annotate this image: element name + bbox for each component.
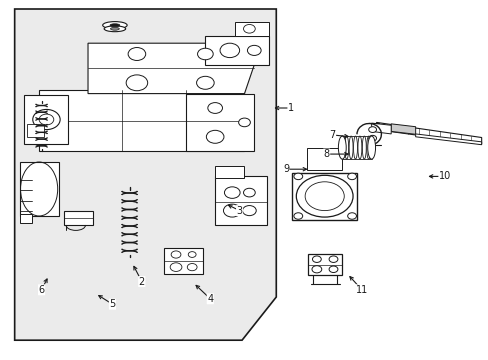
Circle shape: [188, 252, 196, 257]
Text: 1: 1: [287, 103, 293, 113]
Circle shape: [311, 266, 321, 273]
Text: 10: 10: [438, 171, 450, 181]
Ellipse shape: [110, 27, 119, 30]
Polygon shape: [215, 176, 266, 225]
Circle shape: [33, 109, 60, 130]
Circle shape: [39, 114, 54, 125]
Ellipse shape: [367, 136, 375, 159]
Circle shape: [243, 188, 255, 197]
Circle shape: [347, 173, 356, 180]
Ellipse shape: [353, 136, 357, 159]
Polygon shape: [63, 211, 93, 225]
Ellipse shape: [357, 136, 361, 159]
Ellipse shape: [110, 24, 120, 27]
Polygon shape: [306, 148, 342, 170]
Polygon shape: [390, 124, 415, 134]
Circle shape: [312, 256, 321, 262]
Ellipse shape: [344, 136, 348, 159]
Ellipse shape: [338, 136, 346, 159]
Circle shape: [171, 251, 181, 258]
Text: 3: 3: [236, 206, 242, 216]
Ellipse shape: [362, 136, 366, 159]
Polygon shape: [215, 166, 244, 178]
Polygon shape: [307, 254, 342, 275]
Polygon shape: [20, 214, 32, 223]
Circle shape: [247, 45, 261, 55]
Ellipse shape: [348, 136, 352, 159]
Circle shape: [224, 187, 240, 198]
Polygon shape: [415, 134, 481, 145]
Polygon shape: [185, 94, 254, 151]
Ellipse shape: [102, 22, 127, 29]
Polygon shape: [15, 9, 276, 340]
Circle shape: [238, 118, 250, 127]
Polygon shape: [205, 36, 268, 65]
Text: 6: 6: [39, 285, 44, 295]
Text: 11: 11: [355, 285, 367, 295]
Text: 9: 9: [283, 164, 288, 174]
Text: 2: 2: [139, 276, 144, 287]
Circle shape: [128, 48, 145, 60]
Circle shape: [207, 103, 222, 113]
Circle shape: [206, 130, 224, 143]
Circle shape: [126, 75, 147, 91]
Polygon shape: [371, 123, 390, 134]
Circle shape: [347, 213, 356, 219]
Circle shape: [328, 256, 337, 262]
Text: 4: 4: [207, 294, 213, 304]
Polygon shape: [88, 43, 254, 94]
Polygon shape: [292, 173, 356, 220]
Circle shape: [220, 43, 239, 58]
Circle shape: [368, 135, 376, 141]
Ellipse shape: [296, 175, 352, 217]
Polygon shape: [24, 95, 68, 144]
Circle shape: [293, 213, 302, 219]
Circle shape: [197, 48, 213, 60]
Circle shape: [242, 206, 256, 216]
Circle shape: [223, 204, 241, 217]
Polygon shape: [27, 124, 44, 137]
Ellipse shape: [340, 136, 344, 159]
Circle shape: [170, 263, 182, 271]
Circle shape: [293, 173, 302, 180]
Ellipse shape: [104, 26, 125, 32]
Ellipse shape: [305, 182, 344, 211]
Text: 5: 5: [109, 299, 115, 309]
Polygon shape: [376, 122, 481, 144]
Circle shape: [196, 76, 214, 89]
Text: 8: 8: [323, 149, 329, 159]
Polygon shape: [163, 248, 203, 274]
Circle shape: [368, 127, 376, 132]
Polygon shape: [20, 162, 59, 216]
Text: 7: 7: [329, 130, 335, 140]
Circle shape: [243, 24, 255, 33]
Polygon shape: [234, 22, 268, 36]
Circle shape: [187, 264, 197, 271]
Ellipse shape: [366, 136, 370, 159]
Polygon shape: [39, 90, 244, 151]
Circle shape: [328, 266, 337, 273]
